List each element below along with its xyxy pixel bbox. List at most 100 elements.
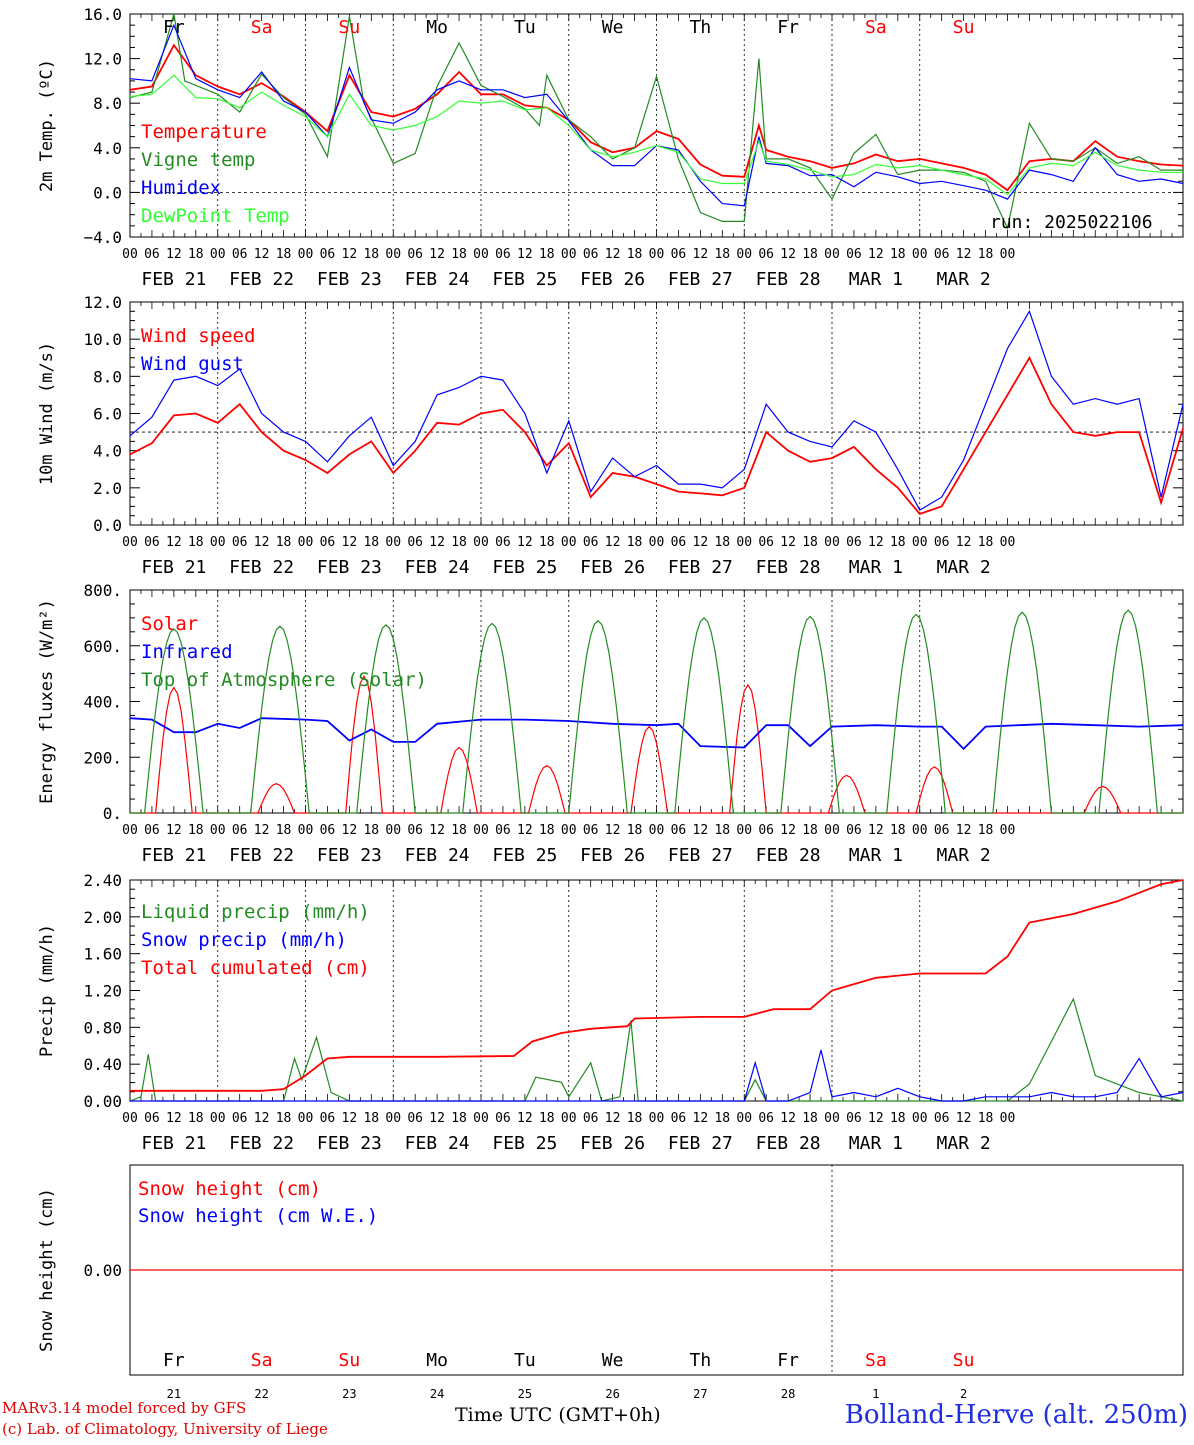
hour-label: 12	[166, 1111, 182, 1126]
footer-credits: MARv3.14 model forced by GFS (c) Lab. of…	[2, 1398, 328, 1440]
day-name: Sa	[865, 1350, 887, 1371]
hour-label: 06	[407, 823, 423, 838]
hour-label: 00	[385, 247, 401, 262]
date-label: FEB 27	[668, 845, 733, 866]
panel-3: 800. 600. 400. 200. 0. Energy fluxes (W/m²) So…	[37, 581, 1184, 866]
y-axis-label: 10m Wind (m/s)	[37, 342, 57, 485]
panel-1: 16.0 12.0 8.0 4.0 0.0 −4.0 2m Temp. (ºC) Temper…	[37, 5, 1184, 290]
hour-label: 18	[802, 247, 818, 262]
day-number: 24	[430, 1387, 444, 1401]
hour-label: 06	[934, 247, 950, 262]
series-line	[130, 609, 1183, 814]
day-number: 26	[605, 1387, 619, 1401]
series-line	[129, 309, 1184, 511]
hour-label: 18	[627, 823, 643, 838]
date-label: FEB 24	[405, 269, 470, 290]
series-line	[130, 675, 1183, 814]
date-label: FEB 26	[580, 845, 645, 866]
series-line	[129, 13, 1183, 230]
hour-label: 12	[605, 1111, 621, 1126]
hour-label: 12	[254, 247, 270, 262]
y-tick-label: 1.20	[83, 982, 122, 1001]
hour-label: 18	[539, 535, 555, 550]
series-line	[129, 74, 1183, 196]
hour-label: 06	[495, 247, 511, 262]
site-title: Bolland-Herve (alt. 250m)	[844, 1400, 1188, 1430]
hour-label: 06	[144, 823, 160, 838]
hour-label: 18	[363, 535, 379, 550]
day-number: 28	[781, 1387, 795, 1401]
hour-label: 12	[429, 535, 445, 550]
day-name: Su	[339, 17, 361, 38]
series-line	[130, 879, 1184, 1092]
y-tick-label: −4.0	[83, 228, 122, 247]
hour-label: 12	[780, 823, 796, 838]
date-label: FEB 22	[229, 557, 294, 578]
series-line	[130, 1049, 1184, 1102]
hour-label: 00	[1000, 247, 1016, 262]
date-label: FEB 22	[229, 1133, 294, 1154]
hour-label: 18	[451, 823, 467, 838]
date-label: FEB 21	[141, 845, 206, 866]
day-name: We	[602, 1350, 624, 1371]
legend-entry: Wind speed	[141, 325, 255, 347]
y-tick-label: 0.0	[93, 516, 122, 535]
hour-label: 00	[561, 1111, 577, 1126]
hour-label: 18	[978, 247, 994, 262]
day-name: Sa	[865, 17, 887, 38]
hour-label: 00	[824, 535, 840, 550]
hour-label: 18	[714, 823, 730, 838]
hour-label: 06	[232, 247, 248, 262]
day-name: We	[602, 17, 624, 38]
hour-label: 06	[934, 1111, 950, 1126]
hour-label: 00	[649, 247, 665, 262]
hour-label: 06	[671, 1111, 687, 1126]
hour-label: 06	[495, 535, 511, 550]
hour-label: 12	[956, 247, 972, 262]
hour-label: 00	[473, 1111, 489, 1126]
hour-label: 18	[890, 247, 906, 262]
hour-label: 00	[649, 1111, 665, 1126]
hour-label: 12	[780, 247, 796, 262]
hour-label: 00	[122, 1111, 138, 1126]
legend-entry: Vigne temp	[141, 149, 255, 171]
hour-label: 00	[824, 1111, 840, 1126]
hour-label: 12	[517, 247, 533, 262]
date-label: FEB 25	[492, 269, 557, 290]
panel-5: 0.00 Snow height (cm) Snow height (cm) Snow…	[37, 1164, 1184, 1401]
date-label: FEB 23	[317, 557, 382, 578]
date-label: FEB 27	[668, 269, 733, 290]
hour-label: 18	[714, 247, 730, 262]
day-name: Su	[953, 1350, 975, 1371]
date-label: FEB 24	[405, 557, 470, 578]
hour-label: 18	[539, 1111, 555, 1126]
hour-label: 18	[363, 823, 379, 838]
date-label: FEB 25	[492, 1133, 557, 1154]
date-label: FEB 24	[405, 845, 470, 866]
hour-label: 12	[429, 823, 445, 838]
date-label: MAR 1	[849, 845, 903, 866]
hour-label: 00	[561, 247, 577, 262]
hour-label: 06	[144, 1111, 160, 1126]
hour-label: 12	[517, 823, 533, 838]
hour-label: 06	[671, 823, 687, 838]
day-number: 2	[960, 1387, 967, 1401]
hour-label: 12	[166, 247, 182, 262]
hour-label: 00	[473, 535, 489, 550]
hour-label: 12	[605, 823, 621, 838]
hour-label: 00	[912, 823, 928, 838]
hour-label: 12	[693, 535, 709, 550]
hour-label: 00	[736, 247, 752, 262]
hour-label: 06	[144, 247, 160, 262]
hour-label: 18	[978, 823, 994, 838]
y-tick-label: 600.	[83, 637, 122, 656]
hour-label: 12	[254, 535, 270, 550]
hour-label: 18	[714, 535, 730, 550]
hour-label: 00	[210, 247, 226, 262]
hour-label: 18	[890, 1111, 906, 1126]
hour-label: 00	[298, 1111, 314, 1126]
hour-label: 00	[649, 823, 665, 838]
legend-entry: Total cumulated (cm)	[141, 957, 370, 979]
hour-label: 06	[320, 535, 336, 550]
